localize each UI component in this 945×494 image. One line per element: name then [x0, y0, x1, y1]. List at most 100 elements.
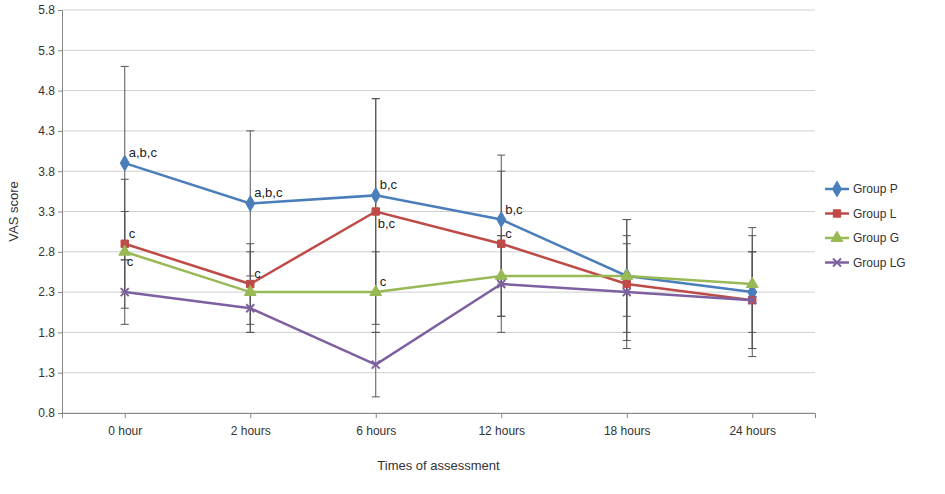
y-tick-label: 0.8 [38, 406, 55, 420]
legend-item: Group G [825, 231, 899, 245]
y-axis-line [58, 11, 63, 414]
legend-marker [833, 181, 842, 197]
series-line [125, 212, 753, 301]
y-tick-label: 1.3 [38, 366, 55, 380]
chart-container: 0.8 1.3 1.8 2.3 2.8 3.3 3.8 4.3 4.8 5.3 5.8 0 hour 2… [0, 0, 945, 494]
y-tick-mark [58, 91, 62, 92]
y-tick: 4.3 [38, 124, 62, 138]
y-tick-label: 1.8 [38, 326, 55, 340]
x-tick-mark [125, 413, 126, 418]
annotation: c [505, 226, 512, 241]
x-tick: 0 hour [108, 413, 142, 438]
y-axis-title: VAS score [6, 181, 21, 241]
x-axis-line [63, 414, 816, 419]
marker [246, 304, 254, 312]
annotation: b,c [380, 177, 398, 192]
series-line [125, 252, 753, 292]
marker [372, 208, 379, 215]
marker [121, 288, 129, 296]
y-tick-label: 5.8 [38, 3, 55, 17]
annotation: a,b,c [254, 185, 283, 200]
y-tick: 2.8 [38, 245, 62, 259]
grid-line [62, 251, 815, 252]
legend: Group P Group L Group G Group LG [825, 181, 906, 269]
y-tick: 0.8 [38, 406, 62, 420]
x-tick: 24 hours [729, 413, 776, 438]
grid-line [62, 211, 815, 212]
marker [495, 269, 507, 279]
y-tick: 3.3 [38, 205, 62, 219]
y-tick-mark [58, 131, 62, 132]
x-tick-mark [627, 413, 628, 418]
grid-line [62, 372, 815, 373]
grid-line [62, 332, 815, 333]
marker [372, 361, 380, 369]
annotation: c [380, 274, 387, 289]
annotation: c [254, 266, 261, 281]
legend-marker [833, 210, 840, 217]
y-tick-mark [58, 171, 62, 172]
y-tick: 1.3 [38, 366, 62, 380]
legend-marker [831, 231, 843, 241]
legend-label: Group P [853, 182, 898, 196]
y-tick-mark [58, 10, 62, 11]
x-tick: 6 hours [356, 413, 396, 438]
y-tick-label: 4.3 [38, 124, 55, 138]
legend-item: Group L [825, 207, 897, 221]
y-tick-label: 2.3 [38, 285, 55, 299]
y-tick-mark [58, 252, 62, 253]
x-tick: 12 hours [478, 413, 525, 438]
marker [498, 240, 505, 247]
grid-line [62, 171, 815, 172]
x-tick-label: 24 hours [729, 424, 776, 438]
marker [623, 288, 631, 296]
annotation: b,c [378, 216, 396, 231]
marker [748, 296, 756, 304]
annotation: a,b,c [129, 145, 158, 160]
annotation: b,c [505, 202, 523, 217]
y-tick: 1.8 [38, 326, 62, 340]
legend-item: Group LG [825, 256, 906, 270]
y-tick-mark [58, 373, 62, 374]
grid-line [62, 292, 815, 293]
y-tick-mark [58, 212, 62, 213]
chart: 0.8 1.3 1.8 2.3 2.8 3.3 3.8 4.3 4.8 5.3 5.8 0 hour 2… [0, 0, 945, 494]
x-tick-label: 18 hours [604, 424, 651, 438]
x-tick-label: 2 hours [231, 424, 271, 438]
error-bars [121, 236, 757, 397]
series-line [125, 284, 753, 365]
y-tick: 2.3 [38, 285, 62, 299]
error-bars [121, 99, 757, 349]
error-bars [121, 212, 757, 333]
x-tick-mark [376, 413, 377, 418]
x-tick-label: 6 hours [356, 424, 396, 438]
y-tick: 3.8 [38, 165, 62, 179]
grid-line [62, 50, 815, 51]
y-axis: 0.8 1.3 1.8 2.3 2.8 3.3 3.8 4.3 4.8 5.3 5.8 [38, 3, 62, 420]
error-bar [623, 220, 631, 349]
y-tick: 4.8 [38, 84, 62, 98]
y-tick-mark [58, 332, 62, 333]
x-tick-label: 0 hour [108, 424, 142, 438]
y-tick-label: 3.8 [38, 165, 55, 179]
y-tick: 5.8 [38, 3, 62, 17]
annotation: c [129, 226, 136, 241]
grid [62, 10, 815, 413]
marker [621, 269, 633, 279]
y-tick-label: 4.8 [38, 84, 55, 98]
marker [244, 285, 256, 295]
grid-line [62, 130, 815, 131]
grid-line [62, 10, 815, 11]
x-tick: 2 hours [231, 413, 271, 438]
x-axis-title: Times of assessment [377, 458, 500, 473]
plot-area [119, 66, 758, 396]
error-bar [748, 228, 756, 357]
marker [623, 280, 630, 287]
x-tick: 18 hours [604, 413, 651, 438]
y-tick-mark [58, 50, 62, 51]
grid-line [62, 90, 815, 91]
annotations: a,b,ca,b,cb,cb,cccb,cccc [127, 145, 523, 289]
y-tick-label: 5.3 [38, 44, 55, 58]
error-bars [121, 66, 757, 356]
y-tick-label: 3.3 [38, 205, 55, 219]
